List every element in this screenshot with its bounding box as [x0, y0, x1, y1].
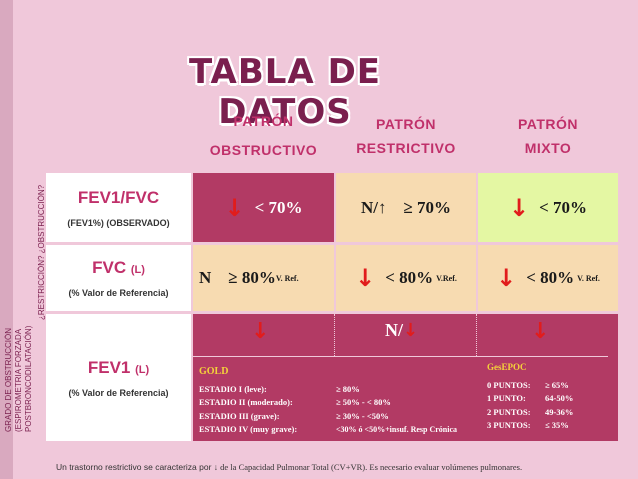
gold-row: ESTADIO I (leve): ≥ 80%	[199, 382, 489, 396]
gold-row: ESTADIO II (moderado): ≥ 50% - < 80%	[199, 396, 489, 410]
footnote-text-a: Un trastorno restrictivo se caracteriza …	[56, 462, 214, 472]
fvc-unit: (L)	[130, 264, 145, 276]
down-arrow-icon: ↓	[403, 320, 419, 341]
fev1-label-wrap: FEV1 (L)	[88, 358, 149, 378]
header-mixto: PATRÓN MIXTO	[478, 103, 618, 169]
grado-obstruccion-label: GRADO DE OBSTRUCCIÓN (ESPIROMETRIA FORZA…	[4, 325, 33, 432]
divider	[334, 314, 335, 356]
gold-table: ESTADIO I (leve): ≥ 80% ESTADIO II (moder…	[199, 382, 489, 436]
down-arrow-icon: ↓	[251, 319, 270, 344]
gesepoc-title: GesEPOC	[487, 362, 527, 372]
down-arrow-icon: ↓	[224, 193, 245, 222]
footnote: Un trastorno restrictivo se caracteriza …	[56, 462, 626, 472]
gesepoc-table: 0 PUNTOS: ≥ 65% 1 PUNTO: 64-50% 2 PUNTOS: 4…	[487, 378, 617, 432]
down-arrow-icon: ↓	[496, 264, 517, 292]
divider	[193, 356, 608, 357]
cell-fvc-obstructivo: N ≥ 80% V. Ref.	[193, 245, 334, 311]
gesepoc-row: 3 PUNTOS: ≤ 35%	[487, 419, 617, 433]
cell-fvc-mixto: ↓ < 80% V. Ref.	[478, 245, 618, 311]
left-decorative-strip	[0, 0, 13, 479]
fvc-obstructivo-value: N ≥ 80%	[199, 268, 276, 287]
cell-fev1fvc-obstructivo: ↓ < 70%	[193, 173, 334, 242]
header-restrictivo-line2: RESTRICTIVO	[356, 140, 456, 156]
fvc-restrictivo-ref: V.Ref.	[436, 273, 457, 283]
fev1fvc-label: FEV1/FVC	[77, 187, 160, 207]
gold-row: ESTADIO IV (muy grave): <30% ó <50%+insuf…	[199, 423, 489, 437]
footnote-text-b: de la Capacidad Pulmonar Total (CV+VR). …	[218, 462, 523, 472]
fev1-unit: (L)	[135, 363, 150, 376]
fvc-label-wrap: FVC (L)	[92, 258, 145, 278]
cell-fev1fvc-restrictivo: N/↑ ≥ 70%	[336, 173, 476, 242]
fvc-label: FVC	[92, 258, 127, 277]
gesepoc-row: 2 PUNTOS: 49-36%	[487, 405, 617, 419]
gesepoc-key: 1 PUNTO:	[487, 393, 526, 404]
down-arrow-icon: ↓	[355, 264, 376, 292]
fev1fvc-obstructivo-value: < 70%	[254, 197, 303, 217]
header-obstructivo-line2: OBSTRUCTIVO	[209, 142, 318, 158]
down-arrow-icon: ↓	[531, 319, 550, 344]
header-obstructivo: PATRÓN OBSTRUCTIVO	[193, 103, 334, 169]
gold-key: ESTADIO III (grave):	[199, 410, 280, 421]
header-restrictivo: PATRÓN RESTRICTIVO	[336, 103, 476, 169]
header-mixto-line1: PATRÓN	[517, 116, 579, 132]
gesepoc-value: ≤ 35%	[545, 420, 569, 431]
row-label-fev1fvc: FEV1/FVC (FEV1%) (OBSERVADO)	[46, 173, 191, 242]
gold-key: ESTADIO II (moderado):	[199, 397, 293, 408]
fev1-restrictivo-text: N/	[385, 320, 403, 340]
cell-fvc-restrictivo: ↓ < 80% V.Ref.	[336, 245, 476, 311]
fev1fvc-mixto-value: < 70%	[539, 197, 588, 217]
gesepoc-value: ≥ 65%	[545, 379, 569, 390]
gold-value: <30% ó <50%+insuf. Resp Crónica	[336, 424, 458, 434]
gesepoc-row: 1 PUNTO: 64-50%	[487, 392, 617, 406]
down-arrow-icon: ↓	[508, 193, 530, 222]
row-label-fvc: FVC (L) (% Valor de Referencia)	[46, 245, 191, 311]
down-arrow-icon: ↓	[213, 462, 219, 472]
fev1-restrictivo-value: N/↓	[385, 320, 418, 341]
gold-key: ESTADIO I (leve):	[199, 383, 267, 394]
gold-value: ≥ 30% - <50%	[336, 410, 389, 421]
fev1-panel: ↓ N/↓ ↓ GOLD ESTADIO I (leve): ≥ 80% ESTA…	[193, 314, 618, 441]
gesepoc-key: 2 PUNTOS:	[487, 406, 531, 417]
fvc-mixto-value: < 80%	[526, 268, 575, 287]
fvc-restrictivo-value: < 80%	[385, 268, 434, 287]
gesepoc-value: 49-36%	[545, 406, 574, 417]
gesepoc-value: 64-50%	[545, 393, 574, 404]
header-obstructivo-line1: PATRÓN	[233, 113, 294, 129]
fev1fvc-sub: (FEV1%) (OBSERVADO)	[67, 217, 170, 228]
page-title: TABLA DE DATOS	[188, 52, 382, 132]
fev1-sub: (% Valor de Referencia)	[68, 387, 169, 398]
fev1fvc-restrictivo-value: N/↑ ≥ 70%	[360, 197, 452, 217]
row-label-fev1: FEV1 (L) (% Valor de Referencia)	[46, 314, 191, 441]
gold-value: ≥ 80%	[336, 383, 360, 394]
fvc-obstructivo-ref: V. Ref.	[275, 273, 299, 283]
gold-value: ≥ 50% - < 80%	[336, 397, 391, 408]
header-mixto-line2: MIXTO	[524, 140, 572, 156]
gold-key: ESTADIO IV (muy grave):	[199, 424, 298, 435]
fev1-label: FEV1	[87, 357, 131, 377]
cell-fev1fvc-mixto: ↓ < 70%	[478, 173, 618, 242]
gesepoc-key: 3 PUNTOS:	[487, 420, 531, 431]
fvc-sub: (% Valor de Referencia)	[68, 288, 169, 298]
fvc-mixto-ref: V. Ref.	[577, 273, 600, 283]
divider	[476, 314, 477, 356]
gold-row: ESTADIO III (grave): ≥ 30% - <50%	[199, 409, 489, 423]
gesepoc-key: 0 PUNTOS:	[487, 379, 531, 390]
header-restrictivo-line1: PATRÓN	[375, 116, 437, 132]
gesepoc-row: 0 PUNTOS: ≥ 65%	[487, 378, 617, 392]
gold-title: GOLD	[199, 366, 229, 377]
